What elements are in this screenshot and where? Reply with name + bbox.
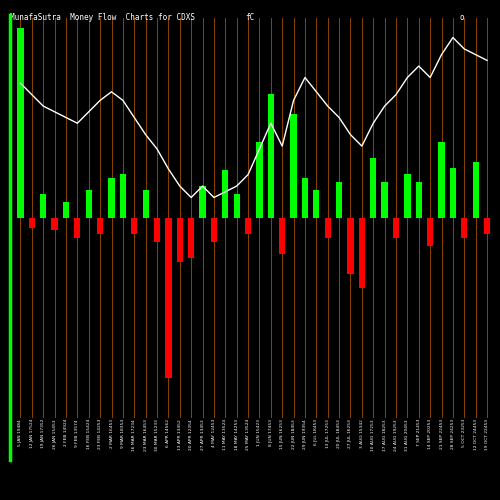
Bar (234, 194, 240, 218)
Bar (188, 218, 194, 258)
Text: fC: fC (245, 14, 254, 22)
Bar (348, 218, 354, 274)
Bar (416, 182, 422, 218)
Bar (63, 202, 69, 218)
Bar (108, 178, 114, 218)
Bar (438, 142, 444, 218)
Bar (52, 218, 58, 230)
Bar (358, 218, 365, 288)
Bar (200, 186, 205, 218)
Bar (461, 218, 468, 238)
Bar (120, 174, 126, 218)
Bar (302, 178, 308, 218)
Bar (245, 218, 251, 234)
Bar (450, 168, 456, 218)
Bar (222, 170, 228, 218)
Bar (40, 194, 46, 218)
Bar (97, 218, 103, 234)
Text: o: o (460, 14, 464, 22)
Bar (18, 28, 24, 218)
Bar (313, 190, 320, 218)
Bar (154, 218, 160, 242)
Bar (86, 190, 92, 218)
Bar (166, 218, 172, 378)
Bar (74, 218, 80, 238)
Bar (324, 218, 331, 238)
Bar (370, 158, 376, 218)
Bar (404, 174, 410, 218)
Bar (427, 218, 434, 246)
Bar (393, 218, 399, 238)
Bar (142, 190, 149, 218)
Bar (336, 182, 342, 218)
Bar (28, 218, 35, 228)
Bar (484, 218, 490, 234)
Bar (382, 182, 388, 218)
Bar (472, 162, 479, 218)
Bar (290, 114, 296, 218)
Text: MunafaSutra  Money Flow  Charts for CDXS: MunafaSutra Money Flow Charts for CDXS (10, 14, 195, 22)
Bar (176, 218, 183, 262)
Bar (268, 94, 274, 218)
Bar (279, 218, 285, 254)
Bar (131, 218, 138, 234)
Bar (211, 218, 217, 242)
Bar (256, 142, 262, 218)
